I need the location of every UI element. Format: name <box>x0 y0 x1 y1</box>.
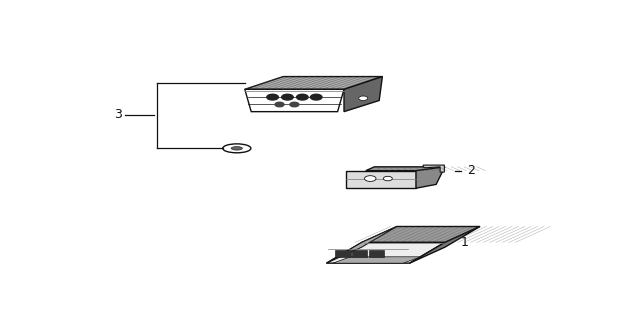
Polygon shape <box>410 226 480 263</box>
Circle shape <box>290 102 299 107</box>
Circle shape <box>365 176 376 182</box>
Ellipse shape <box>223 144 251 153</box>
Ellipse shape <box>231 146 243 150</box>
Polygon shape <box>362 226 480 242</box>
Polygon shape <box>346 171 416 188</box>
Circle shape <box>282 94 293 100</box>
Circle shape <box>267 94 278 100</box>
Polygon shape <box>423 165 444 172</box>
Bar <box>352 250 367 257</box>
Polygon shape <box>416 167 445 188</box>
Text: 1: 1 <box>461 236 468 249</box>
Polygon shape <box>326 226 397 263</box>
Circle shape <box>275 102 284 107</box>
Bar <box>335 250 351 257</box>
Polygon shape <box>326 242 445 263</box>
Polygon shape <box>245 89 344 112</box>
Polygon shape <box>365 167 445 171</box>
Circle shape <box>310 94 322 100</box>
Text: 2: 2 <box>467 164 475 177</box>
Bar <box>369 250 384 257</box>
Polygon shape <box>344 77 383 112</box>
Circle shape <box>383 176 392 181</box>
Circle shape <box>358 96 367 100</box>
Text: 3: 3 <box>114 108 122 121</box>
Polygon shape <box>333 257 420 263</box>
Circle shape <box>296 94 308 100</box>
Polygon shape <box>245 77 383 89</box>
